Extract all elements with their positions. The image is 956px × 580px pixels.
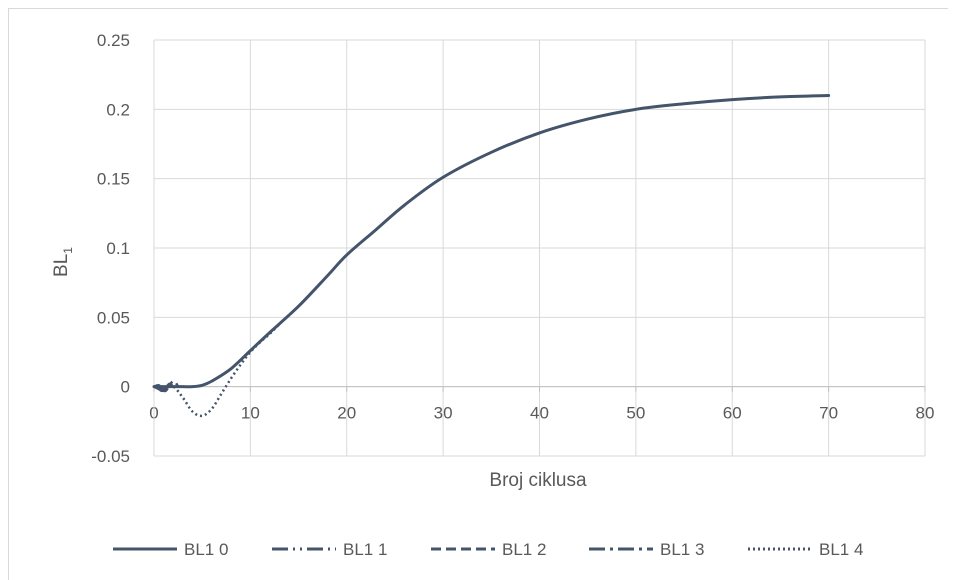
y-tick-label: -0.05: [91, 447, 130, 466]
grid-lines: [154, 39, 926, 457]
series-line: [152, 93, 831, 389]
series-line: [153, 323, 281, 418]
y-tick-label: 0: [121, 378, 130, 397]
legend-label: BL1 2: [502, 540, 546, 559]
legend-label: BL1 0: [184, 540, 228, 559]
x-tick-label: 20: [337, 404, 356, 423]
x-tick-label: 30: [434, 404, 453, 423]
x-tick-label: 50: [626, 404, 645, 423]
y-tick-label: 0.05: [97, 308, 130, 327]
x-axis-title: Broj ciklusa: [489, 470, 587, 491]
legend: BL1 0 BL1 1 BL1 2 BL1 3 BL1 4: [113, 540, 863, 559]
x-tick-label: 80: [916, 404, 935, 423]
y-tick-label: 0.1: [106, 239, 130, 258]
x-tick-label: 60: [723, 404, 742, 423]
y-tick-label: 0.2: [106, 100, 130, 119]
y-axis-title-subscript: 1: [61, 247, 75, 254]
legend-label: BL1 3: [660, 540, 704, 559]
legend-label: BL1 4: [819, 540, 863, 559]
x-tick-label: 40: [530, 404, 549, 423]
chart-frame: [8, 8, 948, 580]
x-tick-label: 70: [819, 404, 838, 423]
y-tick-label: 0.25: [97, 31, 130, 50]
legend-label: BL1 1: [343, 540, 387, 559]
y-axis-title: BL1: [51, 247, 75, 277]
series-layer: [152, 93, 831, 418]
y-tick-label: 0.15: [97, 170, 130, 189]
y-axis-title-main: BL: [51, 254, 72, 277]
x-tick-label: 10: [241, 404, 260, 423]
